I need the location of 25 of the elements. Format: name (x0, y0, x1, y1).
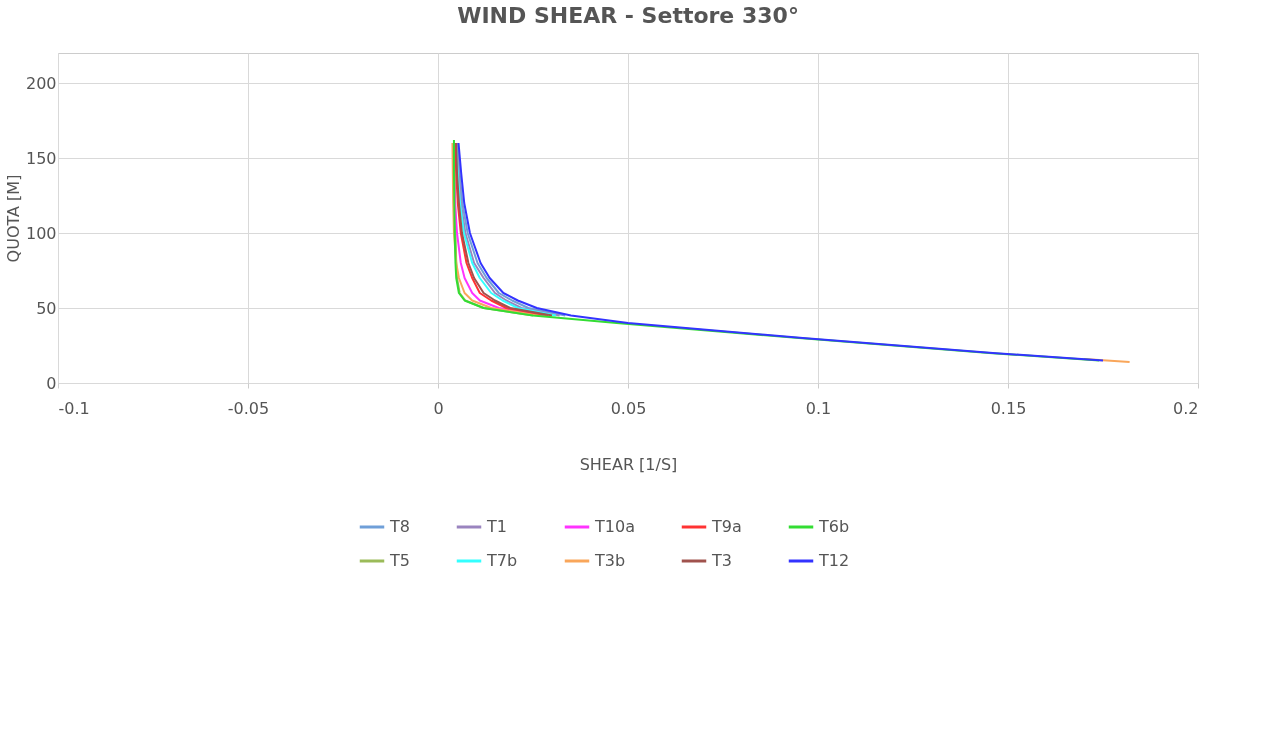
x-tick-label: -0.05 (227, 398, 270, 418)
legend-label: T7b (486, 551, 518, 570)
x-tick-label: 0.2 (1173, 398, 1199, 418)
y-tick-label: 150 (25, 148, 57, 168)
x-axis-title: SHEAR [1/S] (579, 454, 678, 474)
x-tick-label: 0 (433, 398, 444, 418)
y-tick-label: 100 (25, 223, 57, 243)
legend-label: T3b (594, 551, 626, 570)
x-tick-label: 0.05 (610, 398, 647, 418)
legend-label: T12 (818, 551, 850, 570)
legend-label: T10a (594, 517, 635, 536)
chart-title: WIND SHEAR - Settore 330° (457, 3, 799, 28)
legend-label: T1 (486, 517, 507, 536)
legend-label: T3 (711, 551, 732, 570)
y-tick-label: 50 (36, 298, 57, 318)
x-tick-label: -0.1 (58, 398, 90, 418)
legend-label: T5 (389, 551, 410, 570)
legend-label: T9a (711, 517, 742, 536)
y-axis-title: QUOTA [M] (3, 174, 23, 263)
y-tick-label: 200 (25, 73, 57, 93)
legend-label: T8 (389, 517, 410, 536)
legend-label: T6b (818, 517, 850, 536)
x-tick-label: 0.1 (805, 398, 832, 418)
y-tick-label: 0 (46, 373, 57, 393)
x-tick-label: 0.15 (990, 398, 1027, 418)
